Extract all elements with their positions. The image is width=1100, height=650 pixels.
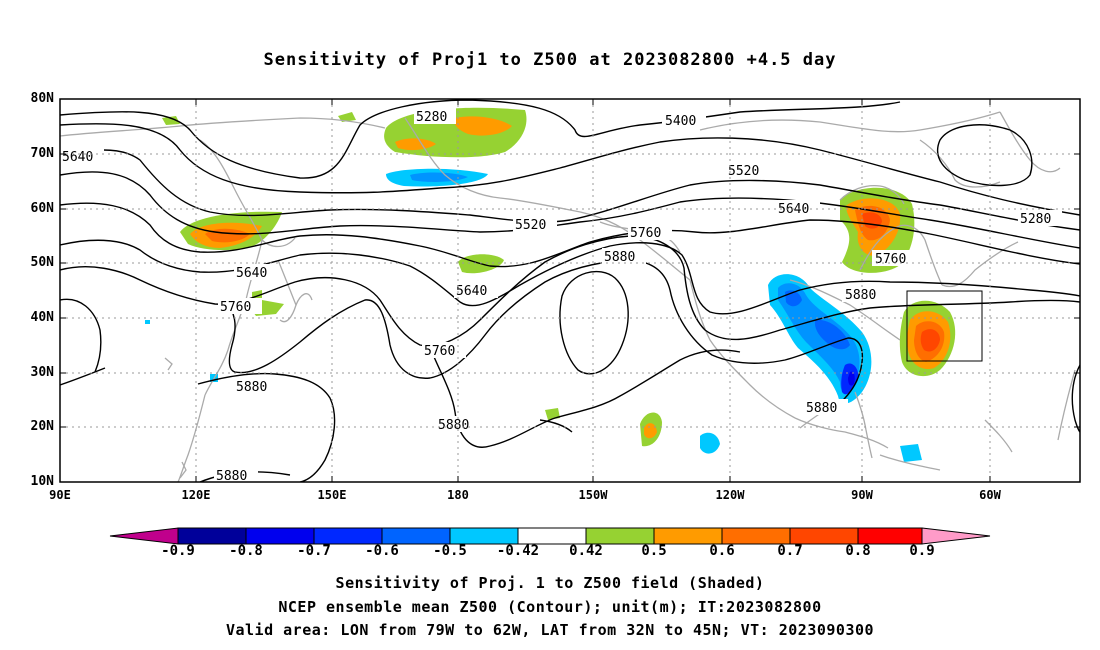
colorbar-cell (789, 527, 859, 545)
lat-label: 50N (30, 255, 54, 270)
colorbar-cell (449, 527, 519, 545)
lat-label: 30N (30, 365, 54, 380)
contour-label: 5880 (216, 469, 247, 484)
contour-label: 5880 (438, 418, 469, 433)
gridlines (60, 99, 1080, 482)
colorbar-label: -0.7 (297, 543, 331, 559)
colorbar-cell (585, 527, 655, 545)
coastlines (60, 111, 1076, 482)
contour-label: 5640 (456, 284, 487, 299)
lon-label: 150E (317, 488, 347, 502)
colorbar-labels: -0.9 -0.8 -0.7 -0.6 -0.5 -0.42 0.42 0.5 … (0, 543, 1100, 561)
contour-label: 5640 (62, 150, 93, 165)
colorbar-label: 0.9 (909, 543, 935, 559)
colorbar-label: -0.42 (496, 543, 540, 559)
caption-line-2: NCEP ensemble mean Z500 (Contour); unit(… (278, 598, 822, 616)
colorbar-label: -0.6 (365, 543, 399, 559)
lon-label: 90W (851, 488, 873, 502)
lon-label: 150W (578, 488, 608, 502)
colorbar-cell (177, 527, 247, 545)
colorbar-label: 0.5 (641, 543, 667, 559)
contour-label: 5280 (416, 110, 447, 125)
colorbar-label: 0.6 (709, 543, 735, 559)
contour-label: 5640 (236, 266, 267, 281)
map-frame (59, 98, 1081, 483)
lon-label: 120W (715, 488, 745, 502)
colorbar-label: -0.5 (433, 543, 467, 559)
contour-label: 5760 (630, 226, 661, 241)
colorbar-cell (721, 527, 791, 545)
caption-line-1: Sensitivity of Proj. 1 to Z500 field (Sh… (335, 574, 765, 592)
colorbar-cell (109, 527, 179, 545)
contour-label: 5760 (424, 344, 455, 359)
lon-label: 60W (979, 488, 1001, 502)
map-title: Sensitivity of Proj1 to Z500 at 20230828… (263, 50, 837, 70)
colorbar-cell (857, 527, 923, 545)
colorbar (109, 527, 991, 545)
lat-label: 70N (30, 146, 54, 161)
contour-label: 5880 (845, 288, 876, 303)
colorbar-cell (245, 527, 315, 545)
colorbar-cell (313, 527, 383, 545)
colorbar-cell (381, 527, 451, 545)
lat-label: 60N (30, 201, 54, 216)
lon-label: 180 (447, 488, 469, 502)
contour-label: 5400 (665, 114, 696, 129)
colorbar-cell (517, 527, 587, 545)
contour-label: 5760 (220, 300, 251, 315)
colorbar-label: 0.42 (569, 543, 603, 559)
contour-label: 5880 (806, 401, 837, 416)
lat-label: 40N (30, 310, 54, 325)
caption-line-3: Valid area: LON from 79W to 62W, LAT fro… (225, 621, 875, 639)
lat-label: 80N (30, 91, 54, 106)
lat-label: 10N (30, 474, 54, 489)
colorbar-label: 0.7 (777, 543, 803, 559)
colorbar-label: 0.8 (845, 543, 871, 559)
valid-area-box (906, 290, 983, 362)
colorbar-cell (921, 527, 991, 545)
lat-label: 20N (30, 419, 54, 434)
sensitivity-shading (145, 107, 956, 462)
lon-label: 120E (181, 488, 211, 502)
contour-label: 5520 (515, 218, 546, 233)
contour-label: 5280 (1020, 212, 1051, 227)
contour-label: 5880 (236, 380, 267, 395)
contour-label: 5880 (604, 250, 635, 265)
contour-label: 5520 (728, 164, 759, 179)
colorbar-label: -0.8 (229, 543, 263, 559)
lon-label: 90E (49, 488, 71, 502)
contour-label: 5760 (875, 252, 906, 267)
contour-label-group: 5280 5400 5640 5520 5520 5640 5280 5760 … (60, 108, 1062, 484)
colorbar-label: -0.9 (161, 543, 195, 559)
colorbar-cell (653, 527, 723, 545)
axis-ticks (60, 98, 1080, 482)
